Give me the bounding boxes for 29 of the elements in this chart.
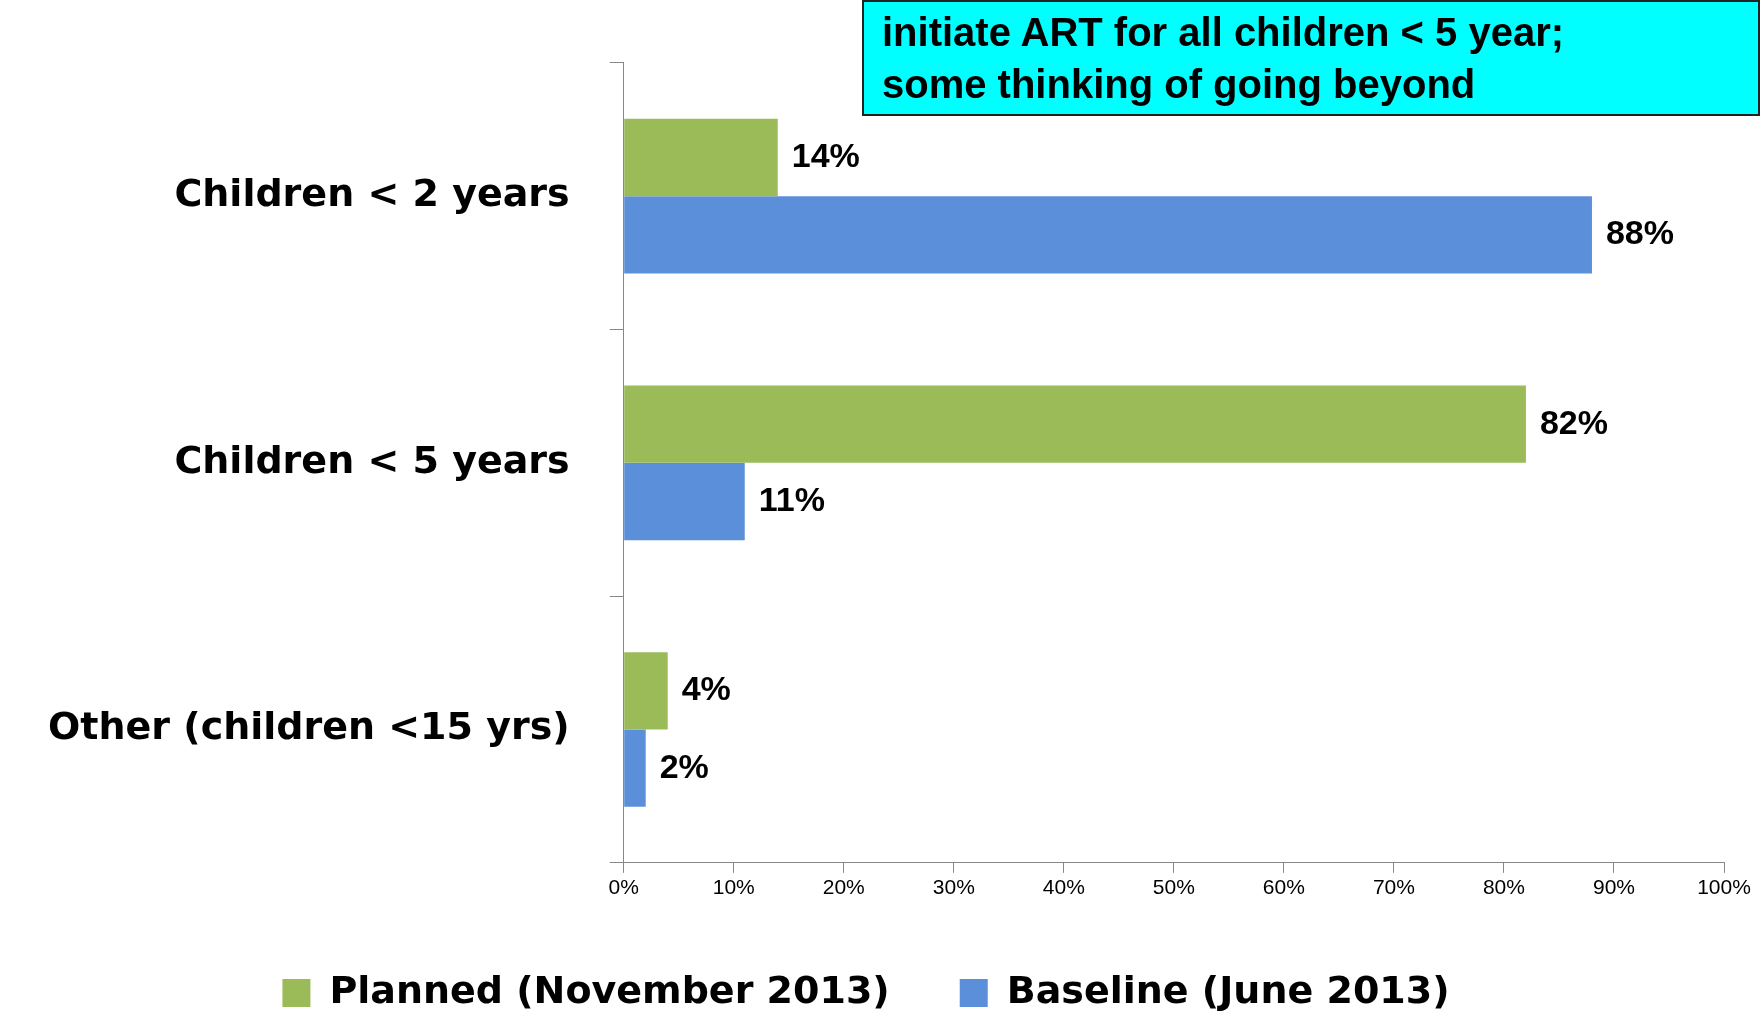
x-tick-label: 60% — [1262, 875, 1305, 899]
legend-label: Planned (November 2013) — [329, 967, 890, 1012]
x-tick-label: 20% — [822, 875, 865, 899]
bar — [624, 196, 1592, 274]
text: 4% — [681, 669, 731, 708]
bar — [624, 118, 778, 197]
bar — [624, 729, 646, 807]
text: 11% — [758, 479, 825, 518]
x-tick-label: 50% — [1152, 875, 1195, 899]
x-tick-label: 100% — [1697, 875, 1751, 899]
x-tick-label: 0% — [608, 875, 639, 899]
y-tick-label: Other (children <15 yrs) — [48, 704, 570, 749]
x-tick-label: 30% — [932, 875, 975, 899]
x-tick-label: 90% — [1592, 875, 1635, 899]
x-tick-label: 10% — [712, 875, 755, 899]
legend-label: Baseline (June 2013) — [1006, 967, 1450, 1012]
bar — [624, 385, 1526, 463]
y-tick-label: Children < 2 years — [174, 171, 570, 216]
text: 2% — [659, 746, 709, 785]
text: 88% — [1605, 213, 1675, 252]
text: 14% — [791, 135, 860, 174]
x-tick-label: 40% — [1042, 875, 1085, 899]
bar — [624, 462, 745, 541]
text: 82% — [1539, 402, 1609, 441]
bar — [624, 652, 668, 730]
x-tick-label: 70% — [1372, 875, 1415, 899]
callout-box: initiate ART for all children < 5 year; some thinking of going beyond — [862, 0, 1760, 116]
y-tick-label: Children < 5 years — [174, 437, 570, 482]
x-tick-label: 80% — [1482, 875, 1525, 899]
